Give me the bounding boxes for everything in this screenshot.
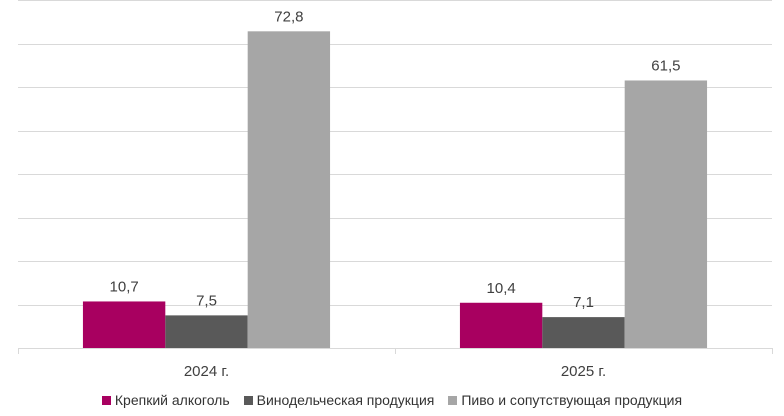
data-label: 61,5 [651, 57, 680, 74]
data-label: 7,5 [196, 292, 217, 309]
bar [82, 301, 166, 348]
legend-swatch [101, 395, 111, 405]
legend-item: Пиво и сопутствующая продукция [448, 392, 682, 408]
legend-swatch [448, 395, 458, 405]
data-label: 72,8 [274, 8, 303, 25]
data-label: 10,7 [110, 278, 139, 295]
bar-chart: 10,7 7,5 72,8 2024 г. 10,4 7,1 61,5 2025 г. [18, 0, 773, 380]
legend-item: Винодельческая продукция [243, 392, 435, 408]
x-tick-label: 2025 г. [561, 363, 606, 380]
legend: Крепкий алкоголь Винодельческая продукция… [0, 388, 784, 412]
legend-label: Крепкий алкоголь [114, 392, 230, 408]
data-label: 10,4 [487, 280, 516, 297]
legend-label: Винодельческая продукция [256, 392, 435, 408]
data-label: 7,1 [573, 294, 594, 311]
legend-label: Пиво и сопутствующая продукция [461, 392, 683, 408]
bar [247, 31, 331, 348]
x-tick-label: 2024 г. [184, 363, 229, 380]
bar [542, 317, 625, 348]
bar [624, 80, 708, 348]
bar [459, 302, 543, 348]
bar [165, 315, 248, 348]
legend-swatch [243, 395, 253, 405]
legend-item: Крепкий алкоголь [101, 392, 230, 408]
